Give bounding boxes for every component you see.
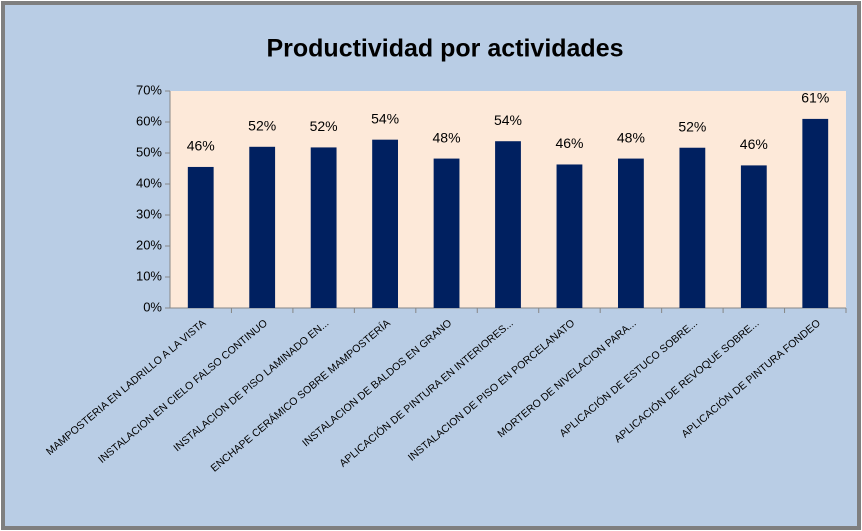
y-tick-label: 60% [136, 113, 162, 128]
y-tick-label: 40% [136, 175, 162, 190]
bar [187, 166, 214, 308]
data-label: 52% [310, 118, 338, 134]
data-label: 46% [740, 136, 768, 152]
data-label: 61% [801, 90, 829, 106]
data-label: 52% [248, 118, 276, 134]
bar [618, 158, 644, 308]
data-label: 46% [555, 135, 583, 151]
chart-title: Productividad por actividades [266, 35, 623, 63]
bar [249, 146, 276, 308]
y-tick-label: 10% [136, 268, 162, 283]
bar [310, 147, 337, 308]
bar [556, 164, 583, 308]
data-label: 54% [371, 110, 399, 126]
bar [433, 158, 460, 308]
data-label: 48% [433, 129, 461, 145]
y-tick-label: 50% [136, 144, 162, 159]
y-tick-label: 20% [136, 237, 162, 252]
data-label: 48% [617, 129, 645, 145]
y-tick-label: 30% [136, 206, 162, 221]
data-label: 46% [187, 138, 215, 154]
y-tick-label: 70% [136, 82, 162, 97]
bar [679, 147, 706, 308]
bar [802, 118, 829, 309]
bar [372, 139, 398, 308]
data-label: 54% [494, 112, 522, 128]
bar [495, 141, 521, 308]
y-tick-label: 0% [143, 299, 162, 314]
data-label: 52% [678, 118, 706, 134]
bar [740, 165, 767, 308]
